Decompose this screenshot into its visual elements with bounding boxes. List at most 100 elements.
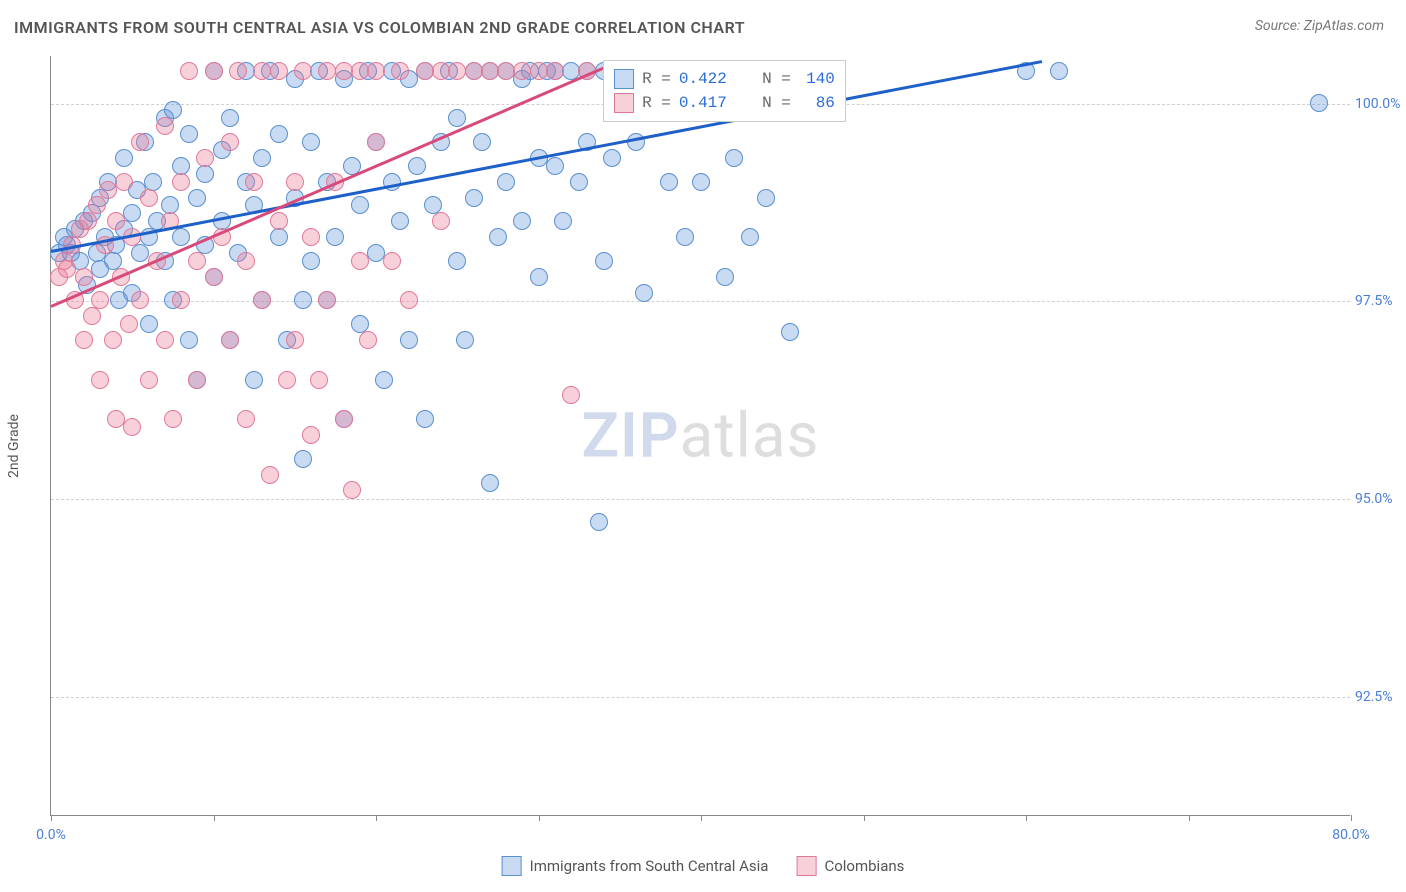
scatter-chart: ZIPatlas 92.5%95.0%97.5%100.0%0.0%80.0%R…	[50, 56, 1350, 816]
scatter-point	[725, 149, 743, 167]
legend-row: R =0.417 N =86	[614, 91, 835, 115]
scatter-point	[635, 284, 653, 302]
legend-r-label: R =	[642, 70, 671, 88]
scatter-point	[140, 315, 158, 333]
scatter-point	[692, 173, 710, 191]
correlation-legend: R =0.422 N =140R =0.417 N =86	[603, 60, 846, 122]
scatter-point	[172, 228, 190, 246]
legend-n-label: N =	[762, 70, 791, 88]
scatter-point	[245, 371, 263, 389]
scatter-point	[221, 331, 239, 349]
scatter-point	[294, 450, 312, 468]
source-attribution: Source: ZipAtlas.com	[1255, 18, 1384, 34]
scatter-point	[416, 410, 434, 428]
legend-swatch	[614, 69, 634, 89]
scatter-point	[278, 371, 296, 389]
scatter-point	[164, 410, 182, 428]
legend-swatch	[614, 93, 634, 113]
legend-row: R =0.422 N =140	[614, 67, 835, 91]
scatter-point	[400, 291, 418, 309]
scatter-point	[123, 204, 141, 222]
source-prefix: Source:	[1255, 18, 1304, 34]
scatter-point	[205, 62, 223, 80]
scatter-point	[115, 149, 133, 167]
scatter-point	[91, 371, 109, 389]
scatter-point	[180, 331, 198, 349]
scatter-point	[318, 291, 336, 309]
scatter-point	[716, 268, 734, 286]
scatter-point	[237, 252, 255, 270]
scatter-point	[1310, 94, 1328, 112]
scatter-point	[513, 212, 531, 230]
scatter-point	[180, 62, 198, 80]
scatter-point	[359, 331, 377, 349]
x-tick	[376, 815, 377, 821]
legend-series-name: Colombians	[824, 857, 904, 875]
scatter-point	[107, 212, 125, 230]
scatter-point	[391, 62, 409, 80]
scatter-point	[1050, 62, 1068, 80]
watermark-atlas: atlas	[680, 399, 820, 472]
y-tick-label: 95.0%	[1355, 491, 1406, 507]
scatter-point	[253, 149, 271, 167]
legend-item: Colombians	[796, 856, 904, 876]
scatter-point	[302, 252, 320, 270]
chart-title: IMMIGRANTS FROM SOUTH CENTRAL ASIA VS CO…	[14, 18, 745, 37]
scatter-point	[497, 173, 515, 191]
scatter-point	[375, 371, 393, 389]
x-tick	[214, 815, 215, 821]
legend-swatch	[796, 856, 816, 876]
scatter-point	[335, 410, 353, 428]
scatter-point	[180, 125, 198, 143]
scatter-point	[156, 117, 174, 135]
scatter-point	[270, 212, 288, 230]
x-tick-label: 0.0%	[36, 827, 66, 843]
scatter-point	[660, 173, 678, 191]
scatter-point	[75, 331, 93, 349]
scatter-point	[140, 189, 158, 207]
gridline-h	[51, 301, 1350, 302]
scatter-point	[270, 125, 288, 143]
scatter-point	[91, 291, 109, 309]
scatter-point	[140, 371, 158, 389]
scatter-point	[221, 133, 239, 151]
scatter-point	[302, 426, 320, 444]
scatter-point	[383, 252, 401, 270]
legend-r-label: R =	[642, 94, 671, 112]
legend-series-name: Immigrants from South Central Asia	[530, 857, 769, 875]
scatter-point	[88, 196, 106, 214]
scatter-point	[489, 228, 507, 246]
x-tick	[51, 815, 52, 821]
scatter-point	[595, 252, 613, 270]
scatter-point	[131, 133, 149, 151]
scatter-point	[367, 62, 385, 80]
watermark-zip: ZIP	[582, 399, 680, 472]
scatter-point	[79, 212, 97, 230]
scatter-point	[294, 62, 312, 80]
scatter-point	[554, 212, 572, 230]
y-tick-label: 97.5%	[1355, 293, 1406, 309]
scatter-point	[205, 268, 223, 286]
legend-swatch	[502, 856, 522, 876]
scatter-point	[351, 196, 369, 214]
scatter-point	[351, 252, 369, 270]
gridline-h	[51, 697, 1350, 698]
scatter-point	[302, 133, 320, 151]
x-tick	[1351, 815, 1352, 821]
scatter-point	[196, 165, 214, 183]
x-tick	[1189, 815, 1190, 821]
scatter-point	[590, 513, 608, 531]
scatter-point	[245, 173, 263, 191]
legend-item: Immigrants from South Central Asia	[502, 856, 769, 876]
scatter-point	[229, 62, 247, 80]
scatter-point	[123, 418, 141, 436]
scatter-point	[465, 189, 483, 207]
y-tick-label: 100.0%	[1355, 96, 1406, 112]
scatter-point	[530, 268, 548, 286]
source-link[interactable]: ZipAtlas.com	[1304, 18, 1384, 34]
scatter-point	[221, 109, 239, 127]
scatter-point	[286, 331, 304, 349]
scatter-point	[270, 62, 288, 80]
scatter-point	[188, 189, 206, 207]
scatter-point	[757, 189, 775, 207]
